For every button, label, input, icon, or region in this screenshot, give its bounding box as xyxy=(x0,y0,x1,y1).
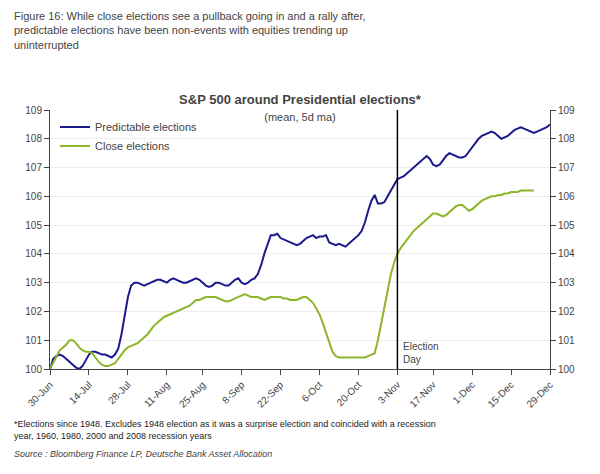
svg-text:105: 105 xyxy=(558,220,575,231)
svg-text:1-Dec: 1-Dec xyxy=(450,379,477,406)
svg-text:Figure 16: While close electio: Figure 16: While close elections see a p… xyxy=(14,10,366,51)
svg-text:101: 101 xyxy=(558,335,575,346)
svg-text:107: 107 xyxy=(25,162,42,173)
svg-text:109: 109 xyxy=(25,105,42,116)
svg-text:3-Nov: 3-Nov xyxy=(376,379,403,406)
svg-text:17-Nov: 17-Nov xyxy=(407,379,438,410)
svg-text:15-Dec: 15-Dec xyxy=(485,379,516,410)
svg-text:20-Oct: 20-Oct xyxy=(334,379,363,408)
svg-text:108: 108 xyxy=(558,133,575,144)
svg-text:104: 104 xyxy=(25,248,42,259)
svg-text:106: 106 xyxy=(558,191,575,202)
svg-text:29-Dec: 29-Dec xyxy=(524,379,555,410)
svg-text:100: 100 xyxy=(25,364,42,375)
svg-text:Source : Bloomberg Finance LP,: Source : Bloomberg Finance LP, Deutsche … xyxy=(14,449,272,459)
svg-text:101: 101 xyxy=(25,335,42,346)
svg-text:106: 106 xyxy=(25,191,42,202)
svg-text:28-Jul: 28-Jul xyxy=(106,379,133,406)
svg-text:11-Aug: 11-Aug xyxy=(142,379,172,409)
svg-text:104: 104 xyxy=(558,248,575,259)
svg-text:103: 103 xyxy=(558,277,575,288)
svg-text:100: 100 xyxy=(558,364,575,375)
svg-text:25-Aug: 25-Aug xyxy=(177,379,208,410)
svg-text:8-Sep: 8-Sep xyxy=(220,379,247,406)
svg-text:109: 109 xyxy=(558,105,575,116)
svg-text:102: 102 xyxy=(25,306,42,317)
svg-text:*Elections since 1948. Exclude: *Elections since 1948. Excludes 1948 ele… xyxy=(14,419,436,441)
svg-text:S&P 500 around Presidential el: S&P 500 around Presidential elections*(m… xyxy=(179,92,422,123)
svg-text:6-Oct: 6-Oct xyxy=(299,379,324,404)
svg-text:Close elections: Close elections xyxy=(95,140,170,152)
svg-text:105: 105 xyxy=(25,220,42,231)
svg-text:30-Jun: 30-Jun xyxy=(26,379,55,408)
svg-text:103: 103 xyxy=(25,277,42,288)
svg-text:22-Sep: 22-Sep xyxy=(255,379,286,410)
svg-text:14-Jul: 14-Jul xyxy=(67,379,94,406)
svg-text:ElectionDay: ElectionDay xyxy=(403,341,439,365)
svg-text:102: 102 xyxy=(558,306,575,317)
svg-text:108: 108 xyxy=(25,133,42,144)
svg-text:107: 107 xyxy=(558,162,575,173)
svg-text:Predictable elections: Predictable elections xyxy=(95,121,197,133)
